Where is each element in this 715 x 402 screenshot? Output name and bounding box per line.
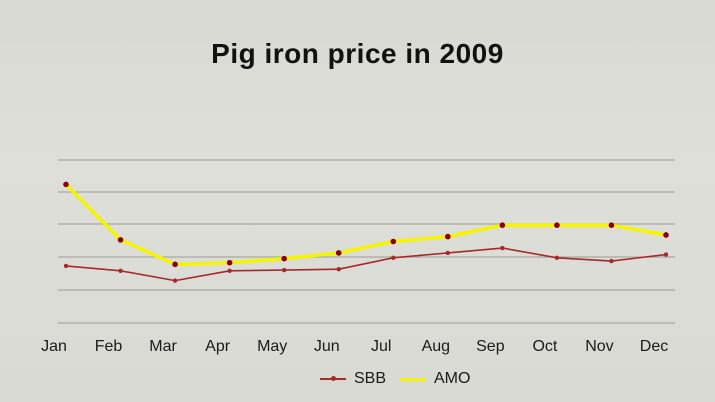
data-point-amo <box>663 232 669 238</box>
data-point-sbb <box>63 263 69 269</box>
x-tick-label: Jul <box>371 338 391 355</box>
data-point-amo <box>554 222 560 228</box>
data-point-amo <box>226 259 233 266</box>
data-point-amo <box>63 181 69 188</box>
data-point-sbb <box>336 267 341 272</box>
data-point-amo <box>390 238 397 245</box>
data-point-sbb <box>118 268 123 274</box>
series-group <box>63 181 669 283</box>
data-point-amo <box>499 222 506 228</box>
x-tick-label: Dec <box>640 338 668 355</box>
data-point-amo <box>335 250 342 256</box>
data-point-sbb <box>500 245 505 251</box>
x-tick-label: Oct <box>532 338 557 355</box>
x-tick-label: Jun <box>314 338 340 355</box>
x-tick-label: Jan <box>41 338 67 355</box>
x-tick-label: Aug <box>422 338 450 355</box>
gridlines <box>58 159 675 324</box>
data-point-sbb <box>445 250 451 256</box>
data-point-sbb <box>391 255 396 260</box>
legend: SBB AMO <box>0 370 715 398</box>
legend-swatch-amo <box>400 374 426 384</box>
data-point-amo <box>117 237 124 243</box>
data-point-amo <box>172 261 178 268</box>
data-point-sbb <box>663 252 669 257</box>
data-point-sbb <box>227 268 232 274</box>
x-tick-label: Apr <box>205 338 231 355</box>
data-point-sbb <box>609 258 614 264</box>
legend-swatch-sbb <box>320 374 346 384</box>
legend-item-sbb: SBB <box>320 370 386 388</box>
data-point-amo <box>445 233 451 240</box>
legend-item-amo: AMO <box>400 370 470 388</box>
x-tick-label: Sep <box>476 338 505 355</box>
series-line-sbb <box>65 247 667 282</box>
legend-label-sbb: SBB <box>354 370 387 387</box>
data-point-sbb <box>554 255 560 260</box>
data-point-sbb <box>172 278 178 283</box>
x-tick-label: May <box>257 338 287 355</box>
x-tick-label: Feb <box>95 338 123 355</box>
x-tick-label: Nov <box>585 338 613 355</box>
data-point-amo <box>608 222 615 228</box>
data-point-amo <box>281 255 287 262</box>
x-tick-labels: Jan Feb Mar Apr May Jun Jul Aug Sep Oct Nov Dec <box>41 338 668 355</box>
series-line-amo <box>64 183 667 267</box>
chart-title: Pig iron price in 2009 <box>211 38 504 69</box>
legend-label-amo: AMO <box>434 370 471 387</box>
x-tick-label: Mar <box>149 338 177 355</box>
data-point-sbb <box>281 267 287 273</box>
